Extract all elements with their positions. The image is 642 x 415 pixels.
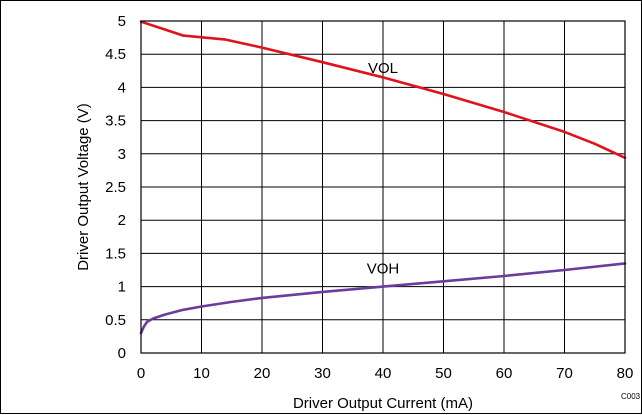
grid [140,20,626,354]
y-tick-label: 0.5 [105,312,126,329]
x-tick-label: 80 [617,365,634,382]
series-label-vol: VOL [368,60,398,77]
y-tick-label: 1 [118,279,126,296]
y-tick-label: 4.5 [105,46,126,63]
x-tick-labels: 0 10 20 30 40 50 60 70 80 [137,365,634,382]
y-axis-label: Driver Output Voltage (V) [75,103,92,271]
series-line-voh [139,262,627,335]
y-tick-label: 2 [118,212,126,229]
x-tick-label: 30 [314,365,331,382]
y-tick-label: 0 [118,345,126,362]
y-tick-label: 3.5 [105,113,126,130]
x-tick-label: 40 [375,365,392,382]
x-tick-label: 50 [435,365,452,382]
y-tick-label: 1.5 [105,245,126,262]
y-tick-label: 4 [118,79,126,96]
figure-code: C003 [621,392,641,401]
x-tick-label: 10 [193,365,210,382]
series-group [139,20,627,335]
y-tick-label: 2.5 [105,179,126,196]
x-tick-label: 70 [556,365,573,382]
x-tick-label: 0 [137,365,145,382]
series-labels: VOL VOH [367,60,400,278]
x-axis-label: Driver Output Current (mA) [293,395,473,412]
series-label-voh: VOH [367,260,400,277]
x-tick-label: 60 [496,365,513,382]
series-line-vol [139,20,627,160]
plot-border [140,20,626,354]
x-tick-label: 20 [254,365,271,382]
y-tick-label: 5 [118,13,126,30]
y-tick-labels: 0 0.5 1 1.5 2 2.5 3 3.5 4 4.5 5 [105,13,126,362]
y-tick-label: 3 [118,146,126,163]
